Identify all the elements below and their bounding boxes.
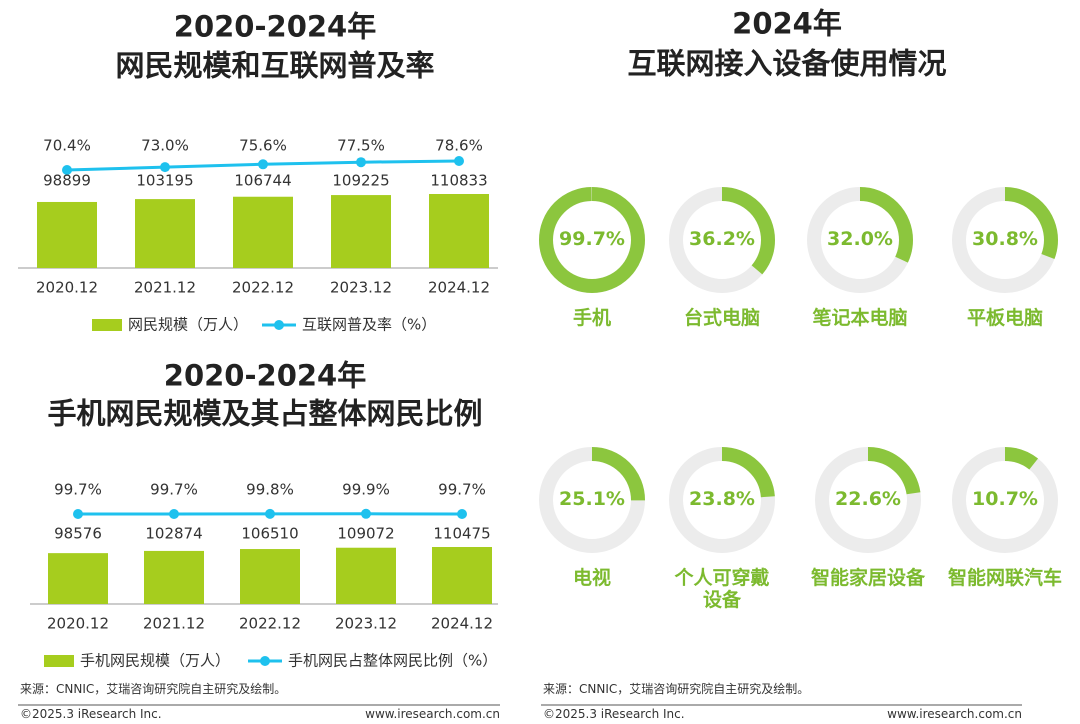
bar: [336, 547, 396, 604]
donut-arc: [539, 187, 645, 293]
donut-category-label: 智能家居设备: [810, 567, 926, 589]
donut-value-label: 10.7%: [972, 488, 1038, 511]
bar: [37, 201, 97, 268]
x-tick-label: 2022.12: [238, 614, 302, 633]
line-value-label: 99.9%: [342, 480, 390, 499]
bar: [331, 195, 391, 268]
donut-category-label: 平板电脑: [966, 307, 1044, 329]
bar: [233, 196, 293, 268]
line-value-label: 99.7%: [438, 480, 486, 499]
chart-title: 2020-2024年: [173, 9, 377, 44]
donut-arc: [539, 447, 645, 553]
bar-value-label: 106510: [241, 524, 299, 543]
bar-value-label: 103195: [136, 171, 194, 190]
donut-arc: [669, 447, 775, 553]
bar-value-label: 110475: [433, 524, 491, 543]
line-point: [160, 162, 170, 173]
website: www.iresearch.com.cn: [887, 707, 1022, 722]
x-tick-label: 2024.12: [430, 614, 494, 633]
donut-value-label: 36.2%: [689, 228, 755, 251]
line-point: [73, 509, 83, 519]
legend-swatch: [260, 656, 270, 666]
line-value-label: 78.6%: [435, 136, 483, 155]
donut-value-label: 99.7%: [559, 228, 625, 251]
chart-title: 2024年: [732, 6, 842, 41]
x-tick-label: 2023.12: [334, 614, 398, 633]
line-value-label: 75.6%: [239, 136, 287, 155]
line-point: [457, 509, 467, 519]
line-point: [356, 157, 366, 168]
x-tick-label: 2021.12: [142, 614, 206, 633]
bar-value-label: 110833: [430, 171, 488, 190]
donut-arc: [952, 187, 1058, 293]
donut-category-label: 个人可穿戴 设备: [674, 567, 770, 611]
line-value-label: 99.8%: [246, 480, 294, 499]
donut-category-label: 手机: [572, 307, 612, 329]
legend-swatch: [92, 319, 122, 331]
chart-title: 2020-2024年: [163, 358, 367, 393]
line-point: [258, 159, 268, 170]
donut-arc: [807, 187, 913, 293]
bar-value-label: 102874: [145, 524, 203, 543]
bar: [48, 553, 108, 604]
legend-label: 网民规模（万人）: [128, 315, 249, 334]
x-tick-label: 2024.12: [427, 278, 491, 297]
bar-value-label: 98576: [54, 524, 102, 543]
line-point: [62, 165, 72, 175]
donut-value-label: 25.1%: [559, 488, 625, 511]
chart-title: 网民规模和互联网普及率: [115, 48, 435, 83]
donut-value-label: 30.8%: [972, 228, 1038, 251]
donut-category-label: 笔记本电脑: [812, 307, 908, 329]
donut-value-label: 32.0%: [827, 228, 893, 251]
donut-arc: [815, 447, 921, 553]
legend-label: 手机网民规模（万人）: [80, 651, 231, 670]
x-tick-label: 2023.12: [329, 278, 393, 297]
line-point: [454, 155, 464, 166]
line-value-label: 77.5%: [337, 136, 385, 155]
donut-category-label: 台式电脑: [683, 307, 761, 329]
bar-value-label: 109072: [337, 524, 395, 543]
donut-value-label: 22.6%: [835, 488, 901, 511]
bar: [135, 199, 195, 268]
bar: [432, 547, 492, 604]
copyright: ©2025.3 iResearch Inc.: [543, 707, 685, 722]
website: www.iresearch.com.cn: [365, 707, 500, 722]
donut-arc: [952, 447, 1058, 553]
chart-title: 互联网接入设备使用情况: [627, 46, 947, 81]
legend-swatch: [274, 320, 284, 330]
bar: [240, 549, 300, 604]
x-tick-label: 2020.12: [46, 614, 110, 633]
x-tick-label: 2020.12: [35, 278, 99, 297]
line-point: [361, 508, 371, 519]
bar-value-label: 106744: [234, 171, 292, 190]
legend-label: 手机网民占整体网民比例（%）: [288, 651, 498, 670]
x-tick-label: 2022.12: [231, 278, 295, 297]
line-point: [169, 509, 179, 519]
source-note: 来源：CNNIC，艾瑞咨询研究院自主研究及绘制。: [20, 682, 287, 697]
bar-value-label: 98899: [43, 171, 91, 190]
line-value-label: 99.7%: [150, 480, 198, 499]
donut-category-label: 智能网联汽车: [947, 567, 1063, 589]
legend-swatch: [44, 655, 74, 667]
donut-arc: [669, 187, 775, 293]
x-tick-label: 2021.12: [133, 278, 197, 297]
bar-value-label: 109225: [332, 171, 390, 190]
source-note: 来源：CNNIC，艾瑞咨询研究院自主研究及绘制。: [543, 682, 810, 697]
copyright: ©2025.3 iResearch Inc.: [20, 707, 162, 722]
donut-value-label: 23.8%: [689, 488, 755, 511]
chart-title: 手机网民规模及其占整体网民比例: [47, 396, 483, 431]
line-value-label: 73.0%: [141, 136, 189, 155]
donut-category-label: 电视: [572, 567, 612, 589]
bar: [429, 194, 489, 268]
line-point: [265, 508, 275, 519]
bar: [144, 550, 204, 604]
line-value-label: 99.7%: [54, 480, 102, 499]
line-value-label: 70.4%: [43, 136, 91, 155]
legend-label: 互联网普及率（%）: [302, 315, 437, 334]
